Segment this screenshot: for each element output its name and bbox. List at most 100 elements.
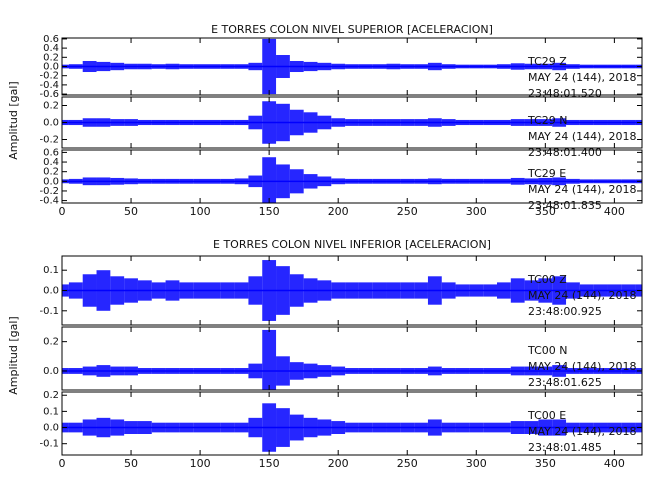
- amplitude-bar: [441, 64, 456, 69]
- amplitude-bar: [400, 64, 415, 69]
- x-tick-label: 0: [59, 205, 66, 218]
- y-tick-label: -0.4: [39, 80, 59, 91]
- y-tick-label: 0.0: [43, 176, 59, 187]
- amplitude-bar: [579, 422, 594, 433]
- amplitude-bar: [96, 270, 111, 311]
- amplitude-bar: [303, 417, 318, 438]
- trace-label: 23:48:01.520: [528, 87, 602, 100]
- amplitude-bar: [303, 278, 318, 303]
- amplitude-bar: [234, 64, 249, 69]
- amplitude-bar: [137, 63, 152, 70]
- amplitude-bar: [469, 119, 484, 126]
- amplitude-bar: [427, 419, 442, 436]
- amplitude-bar: [538, 278, 553, 303]
- amplitude-bar: [566, 64, 580, 69]
- amplitude-bar: [469, 284, 484, 297]
- y-tick-label: 0.0: [43, 423, 59, 434]
- amplitude-bar: [455, 368, 470, 374]
- amplitude-bar: [276, 103, 290, 142]
- amplitude-bar: [124, 119, 138, 126]
- y-tick-label: -0.4: [39, 196, 59, 207]
- amplitude-bar: [552, 365, 567, 377]
- amplitude-bar: [289, 362, 304, 380]
- y-tick-label: 0.2: [43, 167, 59, 178]
- amplitude-bar: [386, 178, 401, 184]
- amplitude-bar: [524, 421, 539, 434]
- amplitude-bar: [538, 366, 553, 376]
- trace-label: 23:48:01.625: [528, 376, 602, 389]
- amplitude-bar: [552, 62, 567, 71]
- amplitude-bar: [386, 282, 401, 299]
- amplitude-bar: [276, 55, 290, 78]
- amplitude-bar: [607, 368, 622, 374]
- trace-label: 23:48:01.400: [528, 146, 602, 159]
- x-tick-label: 150: [259, 457, 280, 470]
- amplitude-bar: [110, 419, 125, 436]
- trace-label: TC29 E: [527, 167, 566, 180]
- amplitude-bar: [124, 178, 138, 185]
- amplitude-bar: [151, 64, 166, 69]
- amplitude-bar: [68, 178, 83, 184]
- y-tick-label: -0.6: [39, 89, 59, 100]
- amplitude-bar: [234, 119, 249, 126]
- amplitude-bar: [317, 62, 332, 71]
- y-axis-label: Amplitud [gal]: [7, 81, 20, 159]
- amplitude-bar: [427, 62, 442, 71]
- amplitude-bar: [372, 178, 387, 184]
- amplitude-bar: [68, 64, 83, 69]
- amplitude-bar: [441, 119, 456, 126]
- trace-label: MAY 24 (144), 2018: [528, 360, 636, 373]
- amplitude-bar: [289, 169, 304, 194]
- amplitude-bar: [207, 282, 221, 299]
- trace-label: 23:48:01.835: [528, 199, 602, 212]
- amplitude-bar: [193, 368, 207, 374]
- trace-frame: [61, 149, 643, 204]
- amplitude-bar: [289, 109, 304, 136]
- amplitude-bar: [621, 368, 636, 374]
- amplitude-bar: [179, 119, 194, 126]
- amplitude-bar: [82, 60, 97, 73]
- amplitude-bar: [331, 282, 346, 299]
- amplitude-bar: [510, 421, 525, 434]
- amplitude-bar: [510, 119, 525, 126]
- trace-label: TC29 Z: [527, 55, 567, 68]
- trace-label: TC00 N: [527, 344, 567, 357]
- amplitude-bar: [455, 119, 470, 126]
- amplitude-bar: [497, 178, 511, 184]
- amplitude-bar: [607, 284, 622, 297]
- amplitude-bar: [400, 368, 415, 374]
- amplitude-bar: [248, 276, 263, 305]
- amplitude-bar: [303, 363, 318, 379]
- amplitude-bar: [510, 63, 525, 70]
- amplitude-bar: [248, 417, 263, 438]
- y-tick-label: 0.1: [43, 265, 59, 276]
- amplitude-bar: [151, 282, 166, 299]
- amplitude-bar: [68, 119, 83, 126]
- amplitude-bar: [193, 282, 207, 299]
- amplitude-bar: [579, 64, 594, 69]
- amplitude-bar: [358, 422, 373, 433]
- amplitude-bar: [110, 177, 125, 185]
- amplitude-bar: [345, 64, 359, 69]
- amplitude-bar: [358, 64, 373, 69]
- amplitude-bar: [497, 119, 511, 126]
- amplitude-bar: [110, 119, 125, 126]
- amplitude-bar: [538, 177, 553, 185]
- amplitude-bar: [234, 282, 249, 299]
- x-tick-label: 250: [397, 205, 418, 218]
- amplitude-bar: [151, 368, 166, 374]
- amplitude-bar: [179, 64, 194, 69]
- x-tick-label: 250: [397, 457, 418, 470]
- amplitude-bar: [358, 119, 373, 126]
- amplitude-bar: [566, 282, 580, 299]
- amplitude-bar: [262, 157, 277, 203]
- y-tick-label: 0.2: [43, 337, 59, 348]
- amplitude-bar: [372, 282, 387, 299]
- amplitude-bar: [68, 422, 83, 433]
- trace-frame: [61, 37, 643, 96]
- amplitude-bar: [248, 363, 263, 379]
- amplitude-bar: [82, 419, 97, 436]
- trace-label: MAY 24 (144), 2018: [528, 289, 636, 302]
- trace-frame: [61, 96, 643, 149]
- amplitude-bar: [317, 365, 332, 377]
